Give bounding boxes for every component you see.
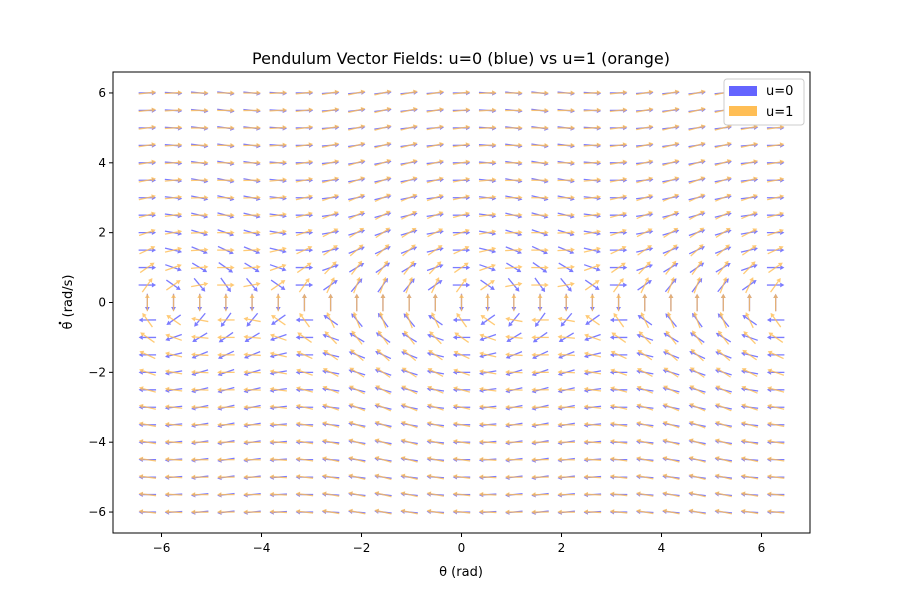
y-tick-label: −4 [88, 435, 106, 449]
y-axis-label-symbol: θ [61, 321, 76, 329]
y-axis-label-units: (rad/s) [61, 275, 76, 322]
legend: u=0 u=1 [724, 79, 804, 125]
x-tick-label: 6 [758, 541, 766, 555]
x-tick-label: −4 [253, 541, 271, 555]
x-tick-label: −2 [353, 541, 371, 555]
legend-label-u1: u=1 [766, 105, 793, 120]
y-tick-label: −2 [88, 365, 106, 379]
x-tick-label: 2 [558, 541, 566, 555]
y-tick-label: 0 [98, 296, 106, 310]
chart-title: Pendulum Vector Fields: u=0 (blue) vs u=… [252, 49, 670, 68]
legend-swatch-u0 [729, 86, 757, 96]
x-tick-label: 4 [658, 541, 666, 555]
legend-label-u0: u=0 [766, 84, 793, 99]
y-tick-label: 2 [98, 226, 106, 240]
x-tick-label: 0 [458, 541, 466, 555]
y-tick-label: 6 [98, 86, 106, 100]
y-axis-label: θ (rad/s) [61, 275, 76, 330]
y-axis-label-dot [59, 322, 62, 325]
x-axis-label: θ (rad) [439, 565, 483, 580]
x-tick-label: −6 [153, 541, 171, 555]
y-tick-label: −6 [88, 505, 106, 519]
y-tick-label: 4 [98, 156, 106, 170]
legend-swatch-u1 [729, 106, 757, 116]
